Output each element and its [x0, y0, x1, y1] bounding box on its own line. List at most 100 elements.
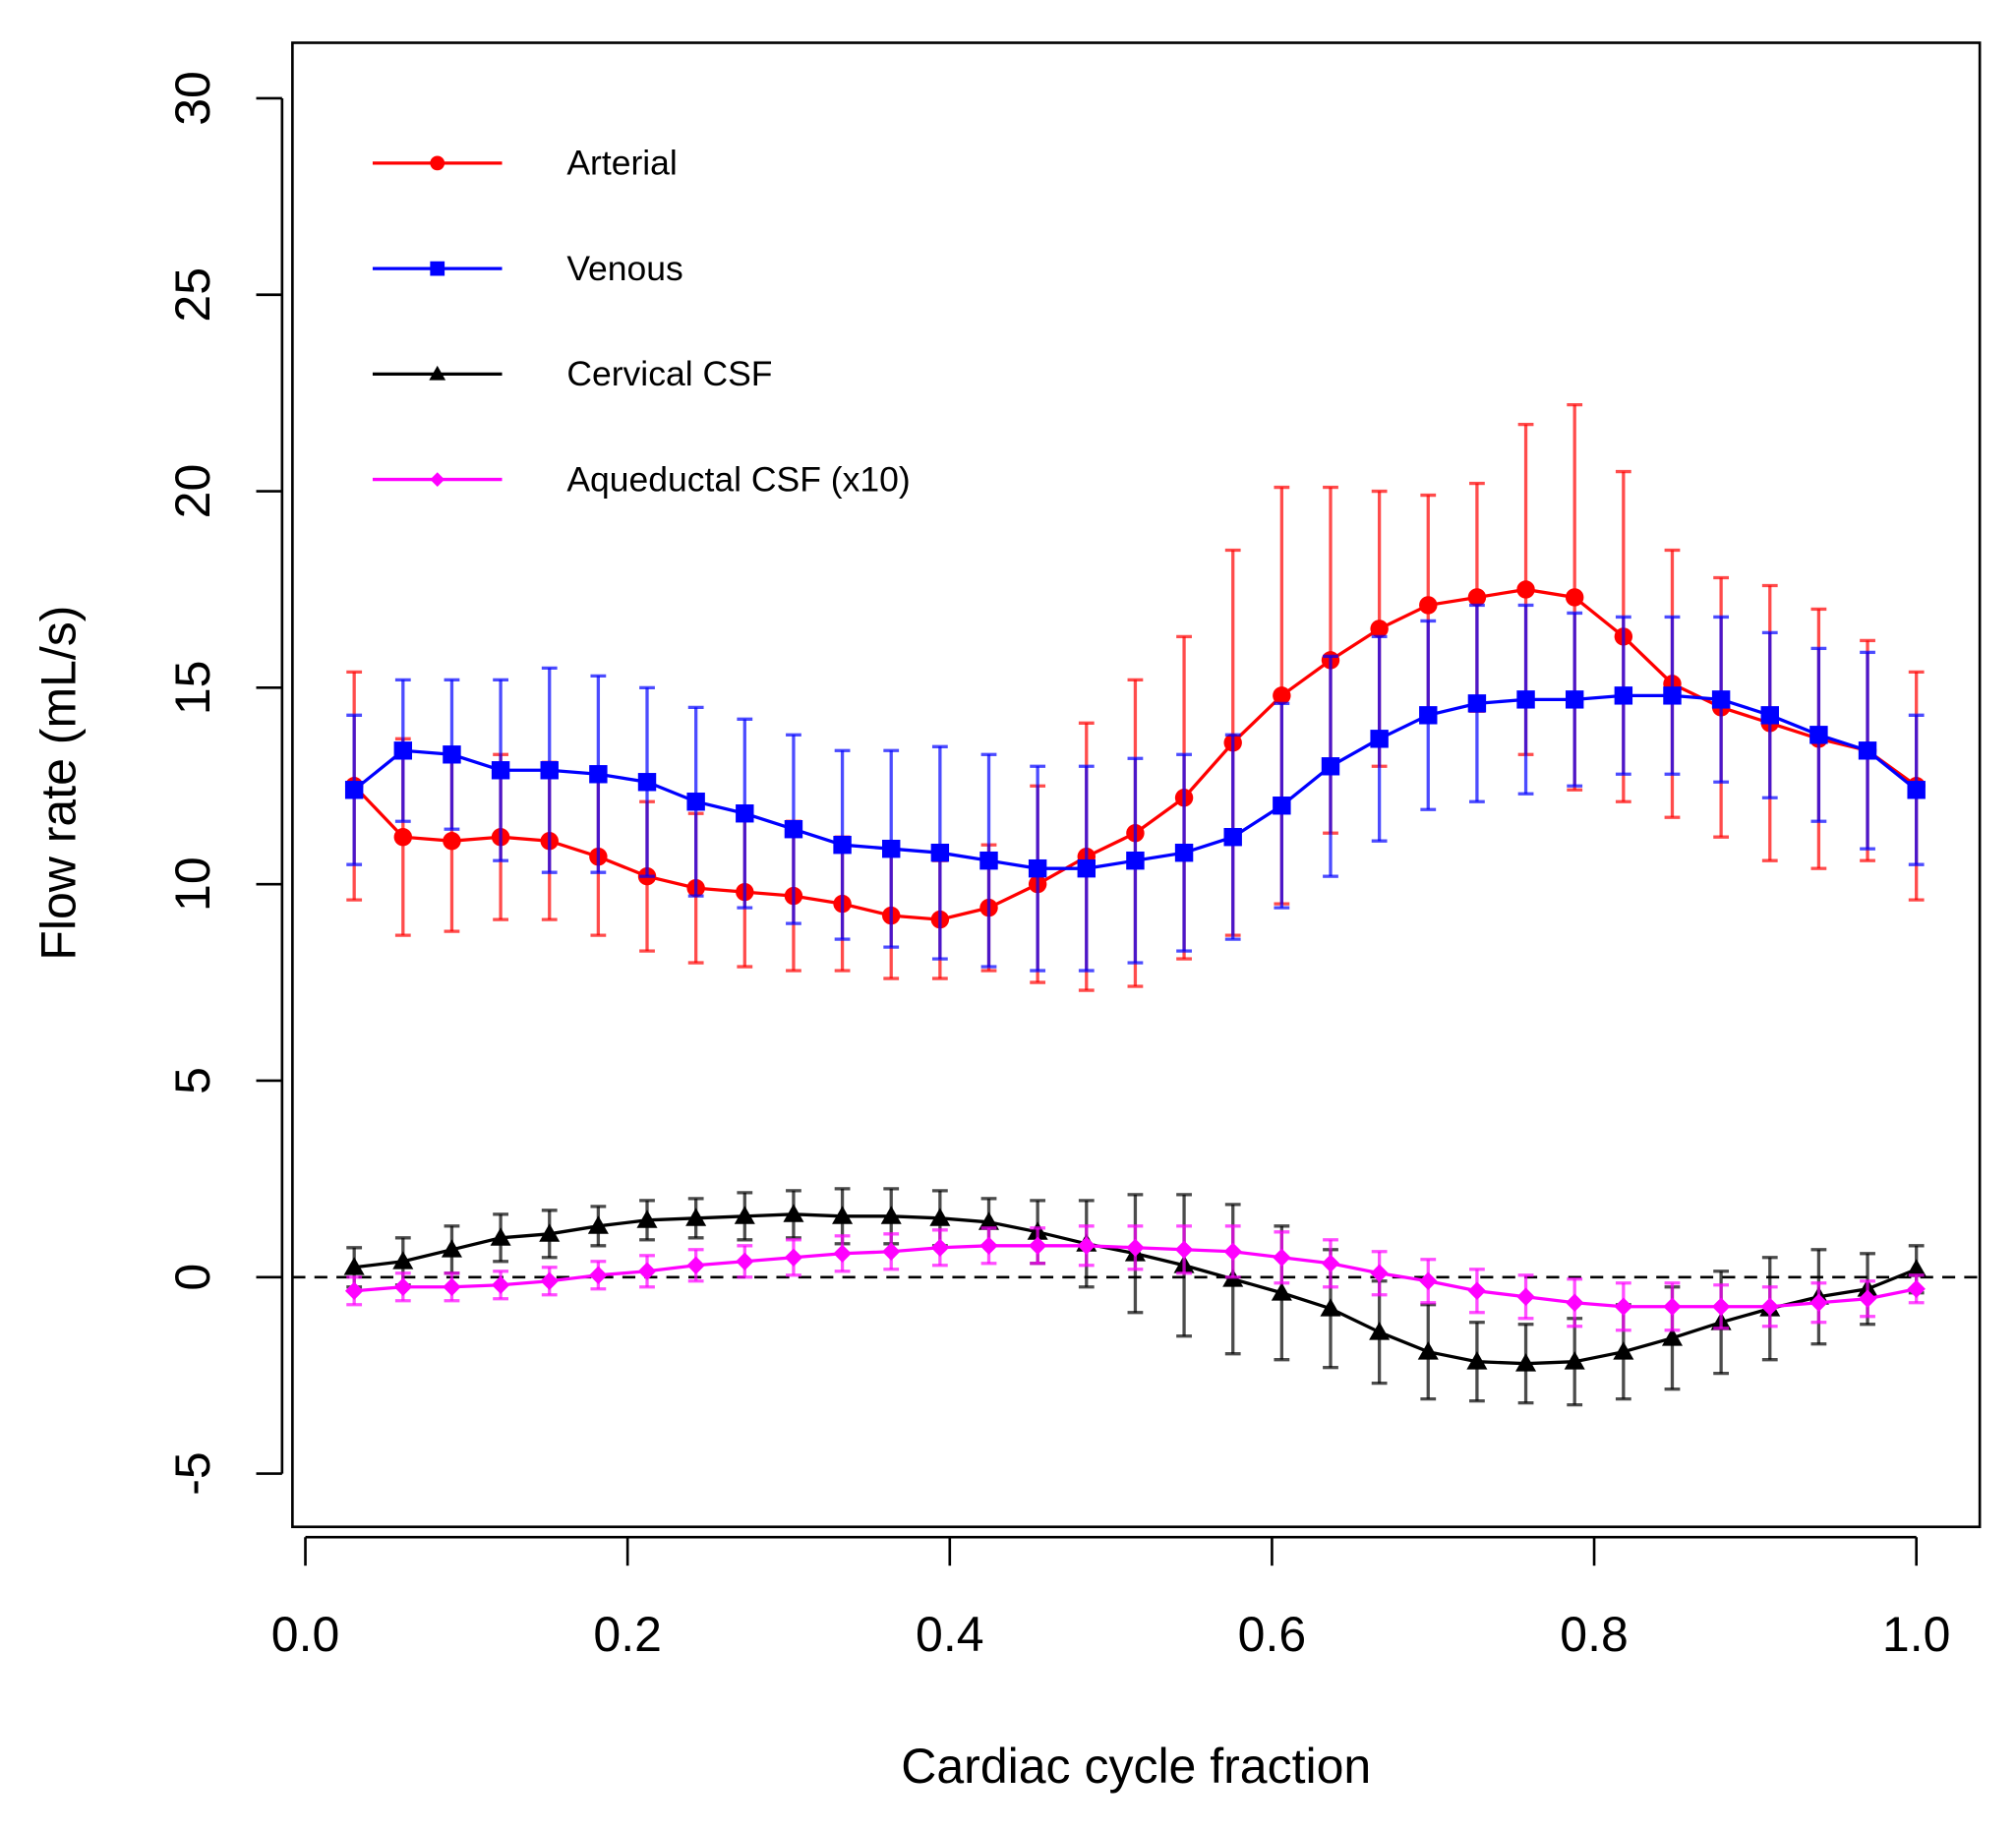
data-point: [1760, 1297, 1779, 1316]
data-point: [833, 835, 852, 855]
data-point: [1711, 690, 1731, 709]
data-point: [539, 1223, 561, 1242]
data-point: [443, 745, 461, 764]
y-tick-label: 10: [165, 856, 220, 912]
y-tick-label: 20: [165, 464, 220, 519]
y-tick-label: 30: [165, 71, 220, 126]
data-point: [1273, 797, 1291, 815]
data-point: [540, 1271, 559, 1290]
series-aqueductal-csf-x10-: [344, 1224, 1926, 1332]
data-point: [392, 1251, 414, 1270]
data-point: [344, 781, 364, 799]
y-tick-label: 0: [165, 1264, 220, 1291]
data-point: [1321, 1254, 1340, 1272]
data-point: [1907, 781, 1926, 799]
x-tick-label: 0.0: [271, 1607, 340, 1662]
data-point: [1419, 1271, 1438, 1290]
legend-label: Venous: [566, 249, 683, 288]
data-point: [736, 1252, 754, 1270]
data-point: [1906, 1259, 1927, 1277]
legend-marker: [430, 472, 445, 487]
data-point: [1271, 1282, 1292, 1301]
data-point: [1564, 1351, 1585, 1370]
data-point: [1663, 686, 1682, 705]
data-point: [443, 1277, 461, 1296]
data-point: [1661, 1328, 1684, 1346]
legend-marker: [430, 155, 445, 171]
data-point: [930, 843, 950, 862]
x-tick-label: 1.0: [1882, 1607, 1951, 1662]
data-point: [1321, 757, 1340, 776]
data-point: [1907, 1279, 1926, 1298]
y-tick-label: 5: [165, 1067, 220, 1094]
data-point: [1516, 580, 1535, 599]
data-point: [1174, 843, 1194, 862]
data-point: [1223, 1242, 1242, 1261]
x-tick-label: 0.8: [1560, 1607, 1629, 1662]
data-point: [1809, 726, 1828, 744]
data-point: [1565, 1293, 1584, 1312]
data-point: [393, 1277, 413, 1296]
data-point: [1126, 851, 1145, 870]
data-point: [1370, 730, 1389, 748]
data-point: [1711, 1297, 1731, 1316]
data-point: [343, 1257, 365, 1275]
data-point: [1467, 1281, 1487, 1300]
data-point: [491, 761, 510, 780]
data-point: [637, 773, 657, 792]
data-point: [1565, 588, 1584, 607]
data-point: [393, 741, 413, 760]
data-point: [929, 1208, 951, 1226]
data-point: [1760, 706, 1779, 725]
data-point: [1417, 1341, 1439, 1360]
data-point: [1516, 1287, 1535, 1306]
data-point: [1466, 1351, 1488, 1370]
data-point: [443, 831, 461, 851]
y-tick-label: 25: [165, 267, 220, 323]
x-tick-label: 0.2: [593, 1607, 662, 1662]
data-point: [979, 1236, 998, 1256]
data-point: [1614, 1297, 1633, 1316]
data-point: [1223, 827, 1242, 847]
legend-label: Cervical CSF: [566, 354, 772, 393]
legend-marker: [429, 365, 446, 381]
data-point: [1419, 706, 1438, 725]
data-point: [736, 804, 754, 823]
data-point: [589, 1266, 608, 1284]
data-point: [1077, 858, 1096, 878]
data-point: [587, 1215, 609, 1234]
data-point: [1370, 620, 1389, 638]
data-point: [979, 851, 998, 870]
data-point: [1516, 690, 1535, 709]
data-point: [1515, 1353, 1537, 1372]
data-point: [540, 761, 559, 780]
y-tick-label: 15: [165, 661, 220, 716]
data-point: [1467, 694, 1487, 713]
data-point: [589, 765, 608, 784]
data-point: [930, 1238, 950, 1258]
data-point: [1809, 1293, 1828, 1312]
data-point: [1614, 686, 1633, 705]
legend-label: Aqueductal CSF (x10): [566, 459, 910, 499]
legend-label: Arterial: [566, 144, 678, 183]
data-point: [685, 1208, 707, 1226]
data-point: [882, 839, 901, 858]
series-venous: [344, 603, 1926, 973]
data-point: [1369, 1322, 1391, 1340]
x-axis-label: Cardiac cycle fraction: [901, 1739, 1371, 1794]
series-cervical-csf: [343, 1187, 1927, 1407]
y-tick-label: -5: [165, 1451, 220, 1495]
data-point: [1126, 1238, 1145, 1258]
data-point: [1663, 1297, 1682, 1316]
y-axis-label: Flow rate (mL/s): [30, 606, 86, 961]
data-point: [1467, 588, 1487, 607]
data-point: [784, 1248, 803, 1267]
data-point: [490, 1227, 511, 1246]
plot-frame: [291, 41, 1982, 1529]
data-point: [1858, 741, 1877, 760]
data-point: [832, 1206, 854, 1224]
data-point: [734, 1206, 755, 1224]
data-point: [686, 1256, 705, 1274]
data-point: [491, 1275, 510, 1294]
